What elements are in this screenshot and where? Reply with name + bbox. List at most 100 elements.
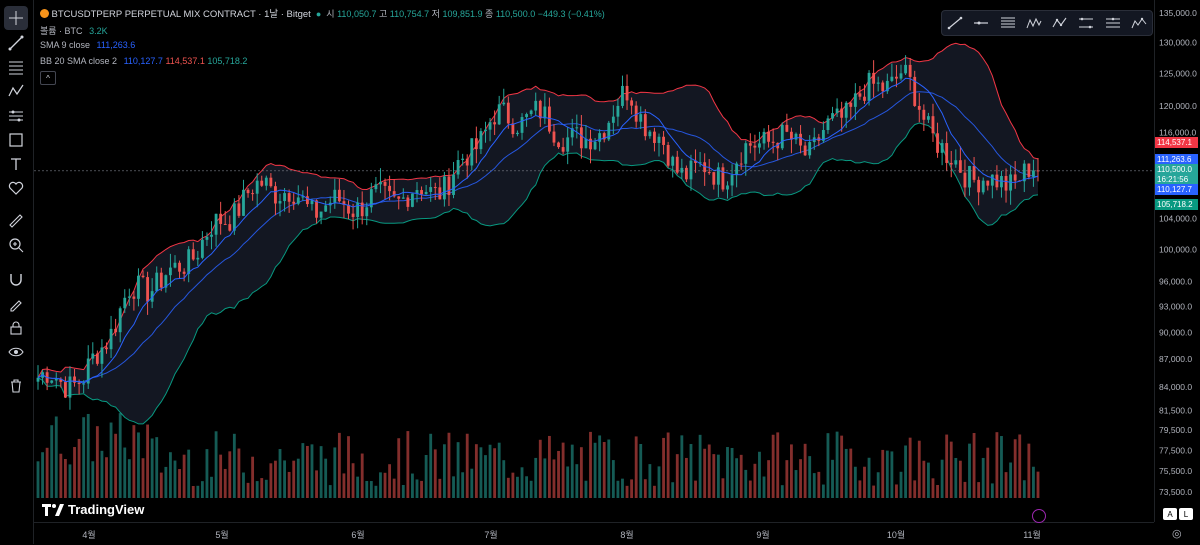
candle — [442, 176, 446, 200]
candle — [922, 109, 926, 120]
price-tick: 120,000.0 — [1159, 101, 1197, 111]
lock-draw-icon[interactable] — [4, 292, 28, 316]
volume-bar — [858, 480, 862, 498]
auto-scale-button[interactable]: A — [1163, 508, 1177, 520]
volume-bar — [63, 459, 67, 498]
eye-icon[interactable] — [4, 340, 28, 364]
forecast-icon[interactable] — [4, 104, 28, 128]
volume-legend[interactable]: 볼륨 · BTC 3.2K — [40, 24, 108, 37]
trash-icon[interactable] — [4, 374, 28, 398]
candle — [137, 275, 140, 299]
candle — [739, 163, 743, 165]
time-label: 6월 — [351, 530, 365, 540]
open-label: 시 — [326, 9, 335, 19]
candle — [296, 197, 300, 204]
fib-icon[interactable] — [4, 55, 28, 79]
volume-bar — [662, 437, 665, 498]
volume-bar — [474, 444, 478, 498]
volume-bar — [557, 450, 560, 498]
zoom-icon[interactable] — [4, 233, 28, 257]
volume-bar — [397, 438, 401, 498]
xabcd-icon[interactable] — [1050, 14, 1070, 32]
candle — [639, 114, 643, 122]
magnet-icon[interactable] — [4, 267, 28, 291]
horizontal-ray-icon[interactable] — [971, 14, 991, 32]
crosshair-icon[interactable] — [4, 6, 28, 30]
lock-icon[interactable] — [4, 316, 28, 340]
volume-bar — [383, 472, 387, 498]
candle — [141, 275, 145, 278]
volume-bar — [753, 463, 757, 498]
parallel-channel-icon[interactable] — [1076, 14, 1096, 32]
volume-bar — [990, 483, 994, 498]
volume-bar — [972, 433, 976, 498]
candle — [593, 141, 597, 150]
candle — [575, 127, 579, 129]
volume-bar — [497, 442, 501, 498]
volume-bar — [548, 435, 551, 498]
candle — [534, 100, 538, 111]
volume-bar — [406, 431, 410, 498]
candle — [689, 160, 693, 180]
time-axis[interactable] — [34, 522, 1154, 545]
candles — [36, 55, 1040, 410]
heart-icon[interactable] — [4, 176, 28, 200]
candle — [109, 328, 113, 350]
fib-retracement-icon[interactable] — [998, 14, 1018, 32]
candle — [433, 187, 437, 189]
volume-bar — [118, 413, 122, 498]
candle — [748, 143, 752, 146]
candle — [529, 110, 533, 115]
candle — [940, 143, 944, 153]
candle — [584, 138, 588, 149]
volume-bar — [187, 449, 191, 498]
pattern-icon[interactable] — [4, 79, 28, 103]
trend-line-icon[interactable] — [945, 14, 965, 32]
volume-bar — [835, 431, 839, 498]
ruler-icon[interactable] — [4, 209, 28, 233]
path-icon[interactable] — [1129, 14, 1149, 32]
tradingview-logo[interactable]: TradingView — [42, 502, 144, 517]
volume-bar — [442, 444, 446, 498]
volume-bar — [333, 447, 337, 498]
bollinger-lower-line — [37, 122, 1039, 425]
log-scale-button[interactable]: L — [1179, 508, 1193, 520]
volume-bar — [698, 434, 702, 498]
price-axis[interactable]: 135,000.0 130,000.0 125,000.0 120,000.0 116,… — [1154, 0, 1200, 522]
volume-bar — [639, 444, 643, 498]
volume-bar — [178, 469, 181, 498]
volume-bar — [803, 443, 807, 498]
bb-legend[interactable]: BB 20 SMA close 2 110,127.7 114,537.1 10… — [40, 56, 247, 66]
volume-bar — [447, 432, 451, 498]
candle — [424, 191, 428, 195]
long-position-icon[interactable] — [1103, 14, 1123, 32]
volume-bar — [926, 462, 930, 498]
volume-bar — [374, 485, 378, 498]
volume-bar — [634, 436, 638, 498]
trend-line-icon[interactable] — [4, 31, 28, 55]
volume-bar — [968, 443, 971, 498]
sma-legend[interactable]: SMA 9 close 111,263.6 — [40, 40, 135, 50]
symbol-title[interactable]: BTCUSDTPERP PERPETUAL MIX CONTRACT · 1날 … — [51, 9, 311, 20]
text-icon[interactable] — [4, 152, 28, 176]
volume-bar — [456, 442, 460, 498]
volume-bar — [274, 460, 277, 498]
lightning-icon[interactable] — [1032, 509, 1046, 523]
settings-icon[interactable]: ◎ — [1172, 528, 1182, 540]
volume-bar — [876, 472, 880, 498]
time-label: 8월 — [620, 530, 634, 540]
status-dot: ● — [313, 9, 324, 19]
shape-icon[interactable] — [4, 128, 28, 152]
volume-bar — [68, 464, 72, 498]
volume-bar — [182, 454, 186, 498]
pattern-icon[interactable] — [1024, 14, 1044, 32]
legend-collapse-button[interactable]: ^ — [40, 71, 56, 85]
candle — [68, 376, 72, 398]
price-chart[interactable] — [34, 0, 1154, 522]
volume-bar — [949, 441, 953, 498]
volume-bar — [977, 482, 981, 498]
candle — [977, 179, 981, 193]
volume-bar — [616, 480, 620, 498]
candle — [242, 189, 245, 216]
candle — [484, 129, 487, 132]
